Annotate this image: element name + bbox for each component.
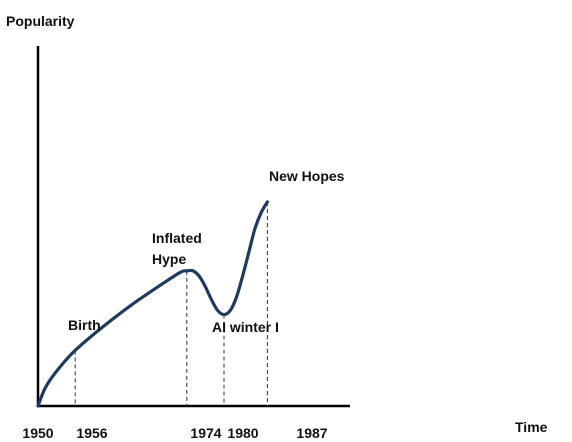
series-line	[36, 200, 269, 408]
chart-labels: Popularity Time 1950 1956 1974 1980 1987 Birth I…	[6, 13, 548, 441]
x-tick-label: 1980	[227, 425, 258, 441]
annotation-new-hopes: New Hopes	[269, 168, 345, 184]
annotation-ai-winter-i: AI winter I	[212, 319, 279, 335]
y-axis-label: Popularity	[6, 13, 75, 29]
annotation-inflated: Inflated	[152, 230, 202, 246]
x-tick-label: 1956	[76, 425, 107, 441]
x-tick-label: 1950	[22, 425, 53, 441]
x-tick-label: 1987	[296, 425, 327, 441]
x-axis-label: Time	[515, 419, 548, 435]
annotation-birth: Birth	[68, 317, 101, 333]
x-tick-label: 1974	[190, 425, 221, 441]
axes	[36, 46, 350, 408]
annotation-hype: Hype	[152, 251, 186, 267]
guide-lines	[74, 201, 268, 406]
